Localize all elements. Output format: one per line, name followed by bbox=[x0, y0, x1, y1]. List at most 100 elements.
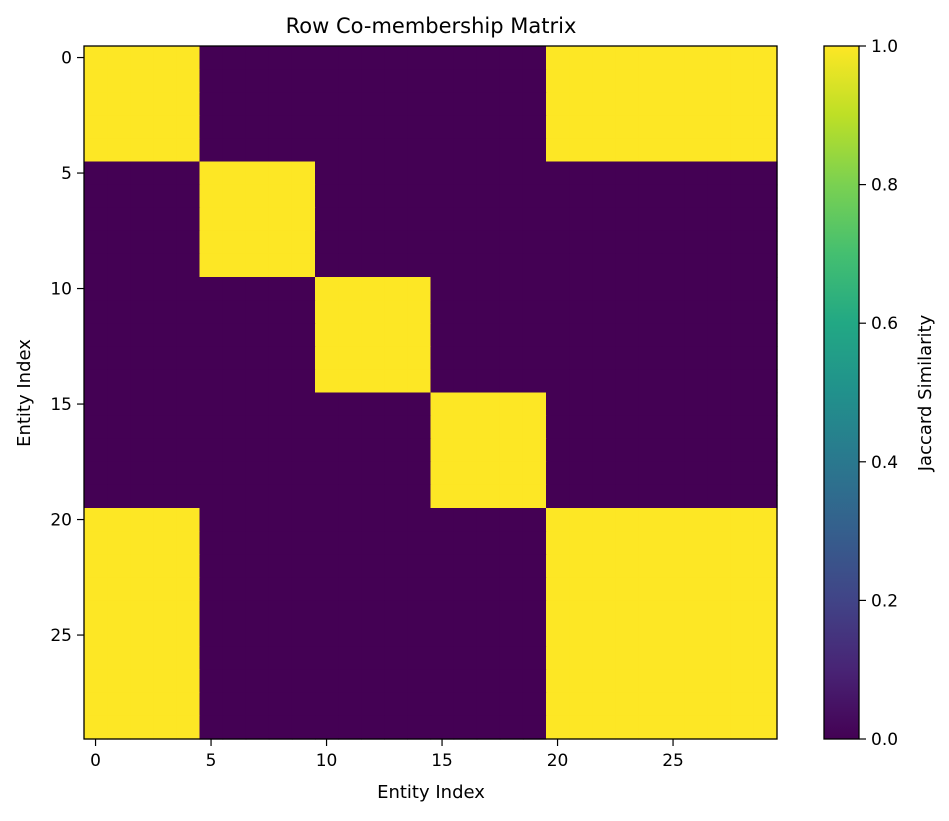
colorbar-ticks: 0.0 0.2 0.4 0.6 0.8 1.0 bbox=[859, 37, 898, 750]
heatmap-cell bbox=[753, 438, 778, 463]
heatmap-cell bbox=[384, 508, 408, 532]
heatmap-cell bbox=[153, 115, 177, 139]
heatmap-cell bbox=[430, 554, 455, 578]
heatmap-cell bbox=[291, 46, 316, 70]
heatmap-cell bbox=[638, 346, 663, 370]
heatmap-cell bbox=[661, 484, 686, 509]
heatmap-cell bbox=[638, 69, 663, 93]
heatmap-cell bbox=[107, 300, 131, 324]
heatmap-cell bbox=[315, 207, 339, 232]
heatmap-cell bbox=[546, 531, 570, 555]
heatmap-cell bbox=[338, 554, 362, 578]
heatmap-cell bbox=[384, 438, 408, 463]
heatmap-cell bbox=[453, 230, 478, 255]
heatmap-cell bbox=[753, 715, 778, 740]
heatmap-cell bbox=[569, 646, 593, 671]
heatmap-cell bbox=[684, 669, 709, 694]
heatmap-cell bbox=[291, 369, 316, 394]
heatmap-cell bbox=[522, 508, 547, 532]
heatmap-cell bbox=[407, 161, 432, 186]
heatmap-cell bbox=[476, 161, 501, 186]
heatmap-cell bbox=[199, 484, 224, 509]
heatmap-cell bbox=[361, 369, 385, 394]
heatmap-cell bbox=[638, 715, 663, 740]
heatmap-cell bbox=[407, 508, 432, 532]
heatmap-cell bbox=[384, 253, 408, 278]
heatmap-cell bbox=[222, 484, 247, 509]
heatmap-cell bbox=[361, 531, 385, 555]
heatmap-cell bbox=[291, 323, 316, 347]
heatmap-cell bbox=[84, 46, 108, 70]
heatmap-cell bbox=[315, 92, 339, 116]
heatmap-cell bbox=[291, 230, 316, 255]
heatmap-cell bbox=[338, 415, 362, 440]
heatmap-cell bbox=[684, 646, 709, 671]
heatmap-cell bbox=[199, 323, 224, 347]
heatmap-cell bbox=[661, 669, 686, 694]
x-tick-label: 20 bbox=[547, 751, 569, 771]
heatmap-cell bbox=[84, 323, 108, 347]
heatmap-cell bbox=[753, 669, 778, 694]
heatmap-cell bbox=[730, 392, 755, 417]
heatmap-cell bbox=[407, 346, 432, 370]
heatmap-cell bbox=[592, 230, 616, 255]
heatmap-cell bbox=[592, 161, 616, 186]
heatmap-cell bbox=[453, 115, 478, 139]
heatmap-cell bbox=[430, 253, 455, 278]
heatmap-cell bbox=[199, 554, 224, 578]
heatmap-cell bbox=[315, 554, 339, 578]
heatmap-cell bbox=[315, 600, 339, 625]
heatmap-cell bbox=[430, 415, 455, 440]
x-tick-label: 0 bbox=[90, 751, 101, 771]
heatmap-cell bbox=[453, 369, 478, 394]
heatmap-cell bbox=[407, 600, 432, 625]
heatmap-cell bbox=[546, 92, 570, 116]
heatmap-cell bbox=[176, 92, 201, 116]
heatmap-cell bbox=[430, 277, 455, 301]
heatmap-cell bbox=[684, 277, 709, 301]
heatmap-cell bbox=[153, 577, 177, 601]
heatmap-cell bbox=[291, 508, 316, 532]
heatmap-cell bbox=[638, 461, 663, 486]
heatmap-cell bbox=[499, 161, 524, 186]
heatmap-cell bbox=[222, 554, 247, 578]
heatmap-cell bbox=[569, 438, 593, 463]
heatmap-cell bbox=[384, 600, 408, 625]
heatmap-cell bbox=[338, 323, 362, 347]
heatmap-cell bbox=[84, 92, 108, 116]
heatmap-cell bbox=[245, 508, 270, 532]
heatmap-cell bbox=[222, 692, 247, 717]
heatmap-cell bbox=[730, 692, 755, 717]
heatmap-cell bbox=[361, 207, 385, 232]
heatmap-cell bbox=[684, 207, 709, 232]
heatmap-cell bbox=[522, 277, 547, 301]
heatmap-cell bbox=[522, 138, 547, 163]
heatmap-cell bbox=[361, 184, 385, 209]
heatmap-cell bbox=[499, 669, 524, 694]
heatmap-cell bbox=[430, 392, 455, 417]
heatmap-cell bbox=[546, 438, 570, 463]
heatmap-cell bbox=[361, 415, 385, 440]
heatmap-cell bbox=[684, 323, 709, 347]
heatmap-cell bbox=[84, 184, 108, 209]
heatmap-cell bbox=[615, 531, 639, 555]
heatmap-cell bbox=[453, 69, 478, 93]
heatmap-cell bbox=[384, 554, 408, 578]
heatmap-cell bbox=[176, 184, 201, 209]
heatmap-cell bbox=[522, 646, 547, 671]
colorbar-tick-label: 1.0 bbox=[871, 37, 898, 57]
heatmap-cell bbox=[222, 253, 247, 278]
heatmap-cells bbox=[84, 46, 778, 740]
heatmap-cell bbox=[361, 253, 385, 278]
heatmap-cell bbox=[569, 577, 593, 601]
heatmap-cell bbox=[107, 484, 131, 509]
heatmap-cell bbox=[130, 369, 154, 394]
heatmap-cell bbox=[153, 300, 177, 324]
heatmap-cell bbox=[338, 438, 362, 463]
heatmap-cell bbox=[407, 646, 432, 671]
heatmap-cell bbox=[199, 623, 224, 648]
heatmap-cell bbox=[707, 46, 732, 70]
heatmap-cell bbox=[684, 115, 709, 139]
heatmap-cell bbox=[291, 138, 316, 163]
heatmap-cell bbox=[430, 577, 455, 601]
